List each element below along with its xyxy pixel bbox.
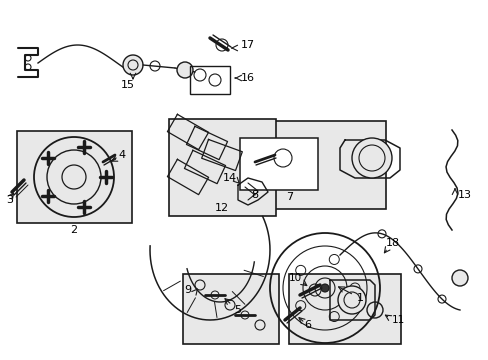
Text: 2: 2 xyxy=(70,225,78,235)
Bar xyxy=(17,131,132,223)
Bar xyxy=(190,66,229,94)
Circle shape xyxy=(177,62,193,78)
Bar xyxy=(288,274,400,344)
Circle shape xyxy=(123,55,142,75)
Text: 7: 7 xyxy=(286,192,293,202)
Circle shape xyxy=(320,284,328,292)
Text: 11: 11 xyxy=(390,315,404,325)
Bar xyxy=(240,138,317,190)
Text: 5: 5 xyxy=(234,305,241,315)
Text: 14: 14 xyxy=(223,173,237,183)
Text: 6: 6 xyxy=(304,320,311,330)
Text: 16: 16 xyxy=(241,73,254,83)
Text: 12: 12 xyxy=(215,203,228,213)
Bar xyxy=(168,119,276,216)
Text: 15: 15 xyxy=(121,80,135,90)
Text: 1: 1 xyxy=(356,293,363,303)
Text: 3: 3 xyxy=(6,195,14,205)
Bar xyxy=(234,121,386,209)
Text: 4: 4 xyxy=(118,150,125,160)
Circle shape xyxy=(337,286,365,314)
Text: 13: 13 xyxy=(457,190,471,200)
Text: 17: 17 xyxy=(241,40,255,50)
Text: 8: 8 xyxy=(251,190,258,200)
Circle shape xyxy=(451,270,467,286)
Circle shape xyxy=(34,137,114,217)
Text: 18: 18 xyxy=(385,238,399,248)
Circle shape xyxy=(351,138,391,178)
Text: 10: 10 xyxy=(288,273,301,283)
Bar xyxy=(183,274,278,344)
Text: 9: 9 xyxy=(184,285,191,295)
